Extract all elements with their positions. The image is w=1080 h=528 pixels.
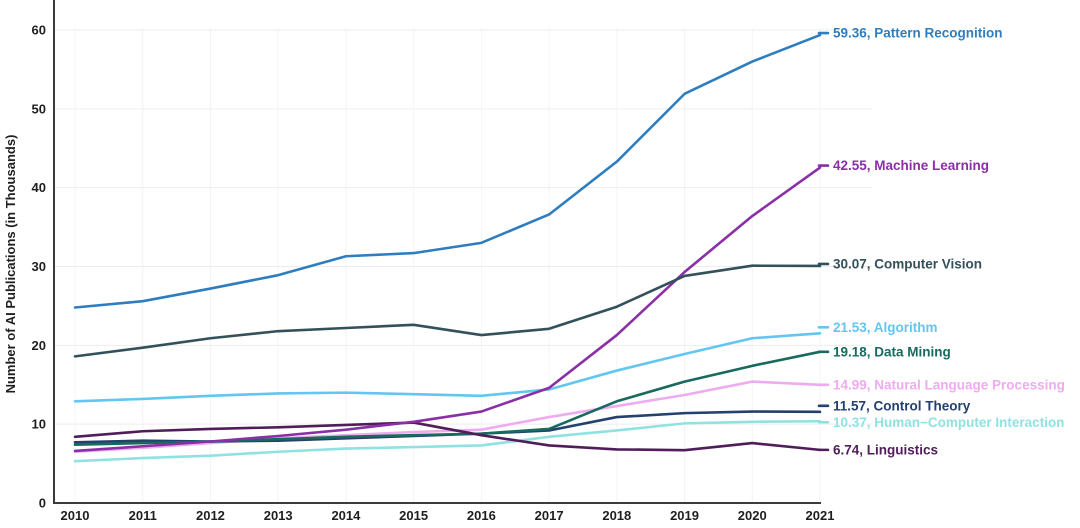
y-tick-label: 40	[32, 180, 46, 195]
axes	[53, 0, 821, 504]
x-tick-label: 2017	[535, 508, 564, 523]
x-tick-label: 2011	[129, 508, 157, 523]
line-machine-learning	[73, 166, 822, 453]
series-end-label: 10.37, Human−Computer Interaction	[833, 415, 1064, 430]
x-tick-label: 2016	[467, 508, 496, 523]
series-end-label: 59.36, Pattern Recognition	[833, 26, 1003, 41]
x-tick-label: 2019	[670, 508, 699, 523]
x-tick-label: 2018	[602, 508, 631, 523]
y-tick-label: 20	[32, 338, 46, 353]
y-axis-title: Number of AI Publications (in Thousands)	[3, 135, 18, 394]
series-lines	[73, 33, 822, 463]
x-tick-label: 2014	[331, 508, 361, 523]
y-tick-label: 0	[39, 496, 46, 511]
y-tick-label: 10	[32, 417, 46, 432]
line-human-computer-interaction	[73, 419, 822, 463]
x-tick-label: 2015	[399, 508, 428, 523]
line-pattern-recognition	[73, 33, 822, 309]
series-end-label: 30.07, Computer Vision	[833, 256, 982, 271]
series-end-label: 14.99, Natural Language Processing	[833, 377, 1065, 392]
series-end-label: 19.18, Data Mining	[833, 344, 951, 359]
line-computer-vision	[73, 264, 822, 358]
x-tick-label: 2010	[61, 508, 90, 523]
line-linguistics	[73, 421, 822, 452]
line-natural-language-processing	[73, 380, 822, 454]
tick-labels: 0 10 20 30 40 50 60 2010 2011 2012 2013 2014 2015 201…	[32, 23, 835, 523]
y-tick-label: 30	[32, 259, 46, 274]
x-tick-label: 2021	[806, 508, 835, 523]
y-tick-label: 60	[32, 23, 46, 38]
line-algorithm	[73, 331, 822, 403]
series-end-label: 6.74, Linguistics	[833, 442, 938, 457]
x-tick-label: 2012	[196, 508, 225, 523]
series-end-label: 42.55, Machine Learning	[833, 158, 989, 173]
series-end-label: 11.57, Control Theory	[833, 398, 971, 413]
series-end-label: 21.53, Algorithm	[833, 320, 938, 335]
x-tick-label: 2013	[264, 508, 293, 523]
y-tick-label: 50	[32, 101, 46, 116]
series-end-labels: 59.36, Pattern Recognition 42.55, Machine…	[817, 26, 1065, 457]
x-tick-label: 2020	[738, 508, 767, 523]
gridlines	[55, 28, 872, 502]
